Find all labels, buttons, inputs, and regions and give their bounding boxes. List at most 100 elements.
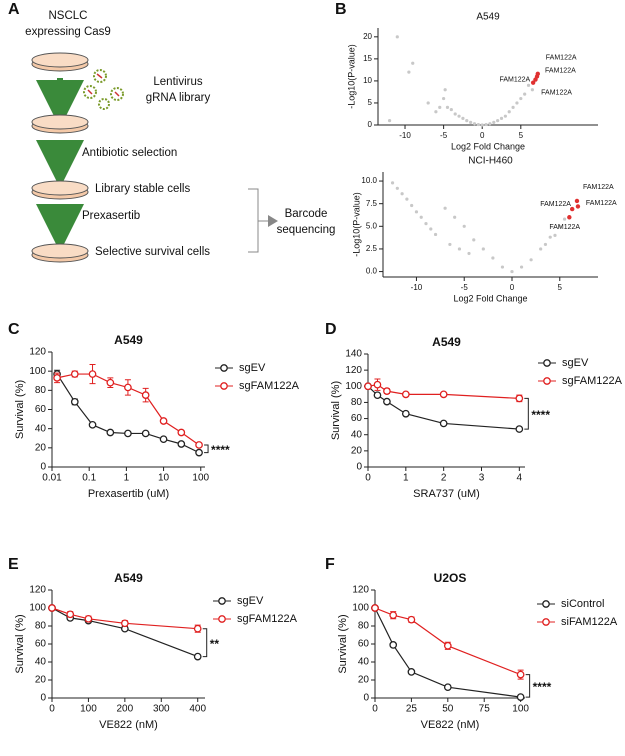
point xyxy=(70,370,79,378)
y-tick-label: 20 xyxy=(351,445,363,456)
x-tick-label: 2 xyxy=(441,473,447,484)
point xyxy=(121,619,129,628)
point xyxy=(439,390,448,399)
point xyxy=(562,217,567,221)
chart-title: A549 xyxy=(432,335,461,349)
point xyxy=(481,247,485,251)
point xyxy=(88,420,97,429)
point xyxy=(516,670,525,679)
legend-label: sgEV xyxy=(237,595,264,607)
point xyxy=(465,118,469,123)
point xyxy=(389,641,398,649)
x-tick-label: 400 xyxy=(189,704,206,715)
legend-label: sgEV xyxy=(239,362,266,374)
y-tick-label: 20 xyxy=(358,675,370,686)
point xyxy=(511,105,515,109)
panel-label: D xyxy=(325,321,337,338)
point xyxy=(371,604,379,612)
diagram-text: sequencing xyxy=(277,224,336,236)
point xyxy=(439,419,448,428)
x-axis-title: Log2 Fold Change xyxy=(453,293,527,303)
x-tick-label: 25 xyxy=(406,704,418,715)
point xyxy=(467,251,471,256)
x-tick-label: 200 xyxy=(117,704,134,715)
point xyxy=(443,88,447,92)
point xyxy=(453,215,457,219)
chart-title: U2OS xyxy=(434,571,467,585)
x-tick-label: 100 xyxy=(512,704,529,715)
point xyxy=(395,35,399,39)
y-tick-label: 7.5 xyxy=(366,199,378,208)
point xyxy=(364,382,372,391)
dish xyxy=(31,52,89,72)
x-axis-title: Prexasertib (uM) xyxy=(88,488,169,500)
y-tick-label: 0 xyxy=(356,462,362,473)
y-tick-label: 0.0 xyxy=(366,267,378,276)
chart-panel: NCI-H460 0.0 2.5 5.0 7.5 10.0 -10 -5 0 5 Log2 Fold… xyxy=(351,156,617,304)
chart-title: A549 xyxy=(114,571,143,585)
point xyxy=(193,624,202,633)
point xyxy=(395,186,399,190)
x-tick-label: 4 xyxy=(517,473,523,484)
point xyxy=(390,181,395,185)
x-tick-label: 10 xyxy=(158,473,170,484)
point xyxy=(159,435,168,444)
chart-panel: A549 0 20 40 60 80 100 120 140 0 1 2 3 4 SRA737 (uM) Su… xyxy=(330,335,623,500)
point xyxy=(407,70,411,74)
point xyxy=(515,394,524,403)
y-tick-label: 120 xyxy=(345,365,362,376)
series-line xyxy=(374,607,521,676)
point xyxy=(389,611,398,620)
significance-bracket xyxy=(204,444,209,454)
y-tick-label: 80 xyxy=(35,621,47,632)
point xyxy=(419,215,423,219)
x-tick-label: 0.01 xyxy=(42,473,62,484)
point xyxy=(462,224,466,228)
point xyxy=(503,114,507,118)
point xyxy=(472,238,476,242)
chart-title: NCI-H460 xyxy=(468,156,513,167)
point xyxy=(48,604,56,612)
point xyxy=(523,92,527,96)
x-tick-label: 0 xyxy=(480,131,485,140)
point-label: FAM122A xyxy=(540,201,571,208)
point xyxy=(387,118,392,123)
y-tick-label: 60 xyxy=(351,413,363,424)
y-tick-label: 100 xyxy=(29,366,46,377)
point xyxy=(519,96,523,101)
x-tick-label: 0.1 xyxy=(82,473,96,484)
point xyxy=(373,380,382,389)
panel-label: E xyxy=(8,556,19,573)
point-label: FAM122A xyxy=(546,55,577,62)
y-tick-label: 40 xyxy=(35,657,47,668)
diagram-text: Lentivirus xyxy=(153,76,202,88)
point xyxy=(407,668,416,676)
y-axis-title: -Log10(P-value) xyxy=(351,192,361,257)
x-axis-title: SRA737 (uM) xyxy=(413,488,480,500)
panel-label: C xyxy=(8,321,20,338)
x-axis-title: VE822 (nM) xyxy=(99,719,158,731)
legend-marker xyxy=(542,600,550,608)
point xyxy=(515,425,524,433)
legend-marker xyxy=(543,359,551,367)
legend-marker xyxy=(218,597,226,605)
legend-label: sgFAM122A xyxy=(239,380,300,392)
point xyxy=(401,409,410,418)
point xyxy=(507,110,511,114)
x-tick-label: 100 xyxy=(80,704,97,715)
panel-label: A xyxy=(8,1,20,18)
x-tick-label: 0 xyxy=(365,473,371,484)
point xyxy=(414,210,419,214)
y-axis-title: Survival (%) xyxy=(337,614,349,673)
point xyxy=(500,265,505,269)
panel-label: B xyxy=(335,1,347,18)
point xyxy=(443,206,447,210)
y-tick-label: 15 xyxy=(363,54,372,63)
point xyxy=(429,227,433,231)
significance-bracket xyxy=(525,674,531,698)
point xyxy=(488,122,492,126)
point xyxy=(438,105,442,109)
y-tick-label: 60 xyxy=(35,404,47,415)
point xyxy=(526,83,531,87)
point xyxy=(383,397,391,406)
